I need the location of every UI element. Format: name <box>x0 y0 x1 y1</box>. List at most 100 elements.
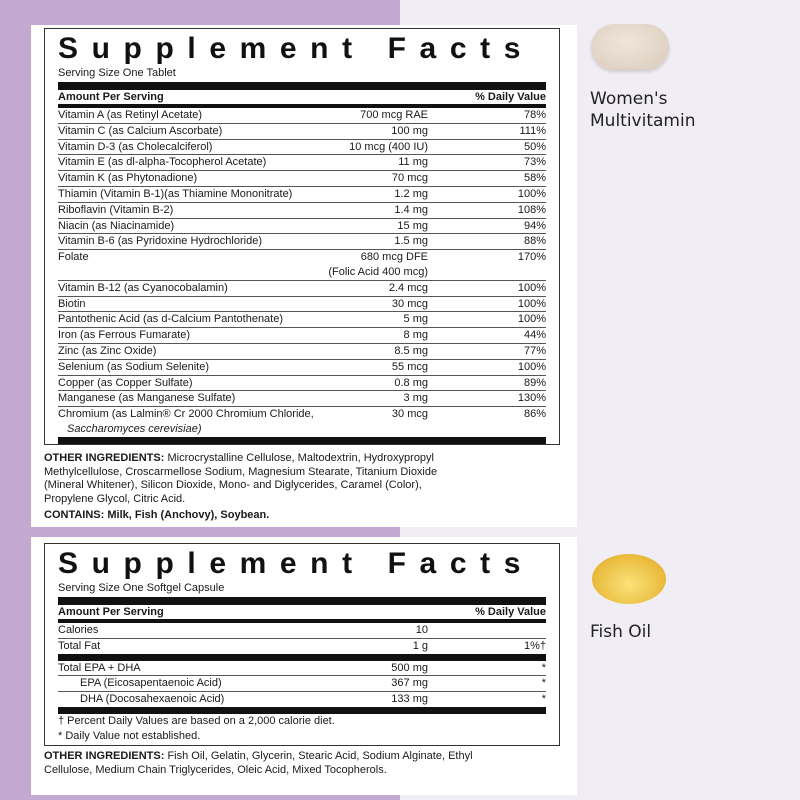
nutrient-table: Calories 10 Total Fat 1 g 1%† Total EPA + DHA… <box>58 623 546 714</box>
daily-value: 88% <box>523 235 546 248</box>
daily-value: 1%† <box>523 639 546 652</box>
table-row: Niacin (as Niacinamide) 15 mg 94% <box>58 219 546 235</box>
facts-title: Supplement Facts <box>58 547 534 580</box>
supplement-facts-box: Supplement Facts Serving Size One Tablet… <box>44 28 560 445</box>
other-ingredients-text: Fish Oil, Gelatin, Glycerin, Stearic Aci… <box>44 750 473 776</box>
amount-cell: 30 mcg <box>318 297 428 312</box>
daily-value: * <box>541 661 546 674</box>
daily-value: 130% <box>517 392 546 405</box>
amount-value: 100 mg <box>391 124 428 137</box>
daily-value: 73% <box>523 156 546 169</box>
daily-value: 100% <box>517 360 546 373</box>
table-row: Manganese (as Manganese Sulfate) 3 mg 130% <box>58 391 546 408</box>
amount-cell: 1.4 mg <box>318 203 428 218</box>
amount-cell: 700 mcg RAE <box>318 108 428 123</box>
nutrient-name: Riboflavin (Vitamin B-2) <box>58 203 174 216</box>
other-ingredients-label: OTHER INGREDIENTS: <box>44 452 165 464</box>
table-row: Total Fat 1 g 1%† <box>58 639 546 661</box>
nutrient-name: Vitamin B-12 (as Cyanocobalamin) <box>58 281 228 294</box>
amount-value: 367 mg <box>391 677 428 690</box>
amount-cell: 500 mg <box>318 661 428 676</box>
amount-value: 8 mg <box>403 329 428 342</box>
other-ingredients-label: OTHER INGREDIENTS: <box>44 750 165 762</box>
daily-value: 50% <box>523 140 546 153</box>
table-row: Vitamin B-6 (as Pyridoxine Hydrochloride… <box>58 234 546 251</box>
nutrient-name: Vitamin C (as Calcium Ascorbate) <box>58 124 223 137</box>
table-row: Thiamin (Vitamin B-1)(as Thiamine Mononi… <box>58 187 546 203</box>
supplement-facts-box: Supplement Facts Serving Size One Softge… <box>44 543 560 746</box>
amount-value: 10 <box>415 624 428 636</box>
daily-value: 100% <box>517 281 546 294</box>
table-row: Riboflavin (Vitamin B-2) 1.4 mg 108% <box>58 203 546 219</box>
nutrient-name: Chromium (as Lalmin® Cr 2000 Chromium Ch… <box>58 408 314 421</box>
amount-value: 8.5 mg <box>394 344 428 357</box>
table-row: Vitamin A (as Retinyl Acetate) 700 mcg RA… <box>58 108 546 124</box>
amount-cell: 8 mg <box>318 328 428 343</box>
name-cell: Vitamin D-3 (as Cholecalciferol) <box>58 140 318 155</box>
nutrient-name: Selenium (as Sodium Selenite) <box>58 360 210 373</box>
name-cell: Zinc (as Zinc Oxide) <box>58 344 318 359</box>
amount-cell: 1 g <box>318 639 428 654</box>
multivitamin-tablet-image <box>591 24 669 70</box>
nutrient-name: Vitamin B-6 (as Pyridoxine Hydrochloride… <box>58 235 262 248</box>
daily-value: 77% <box>523 344 546 357</box>
footnote-dv: † Percent Daily Values are based on a 2,… <box>58 714 335 727</box>
amount-value: 500 mg <box>391 661 428 674</box>
amount-header: Amount Per Serving <box>58 91 164 103</box>
serving-size: Serving Size One Softgel Capsule <box>58 582 225 594</box>
table-row: Vitamin E (as dl-alpha-Tocopherol Acetat… <box>58 155 546 172</box>
contains-statement: CONTAINS: Milk, Fish (Anchovy), Soybean. <box>44 509 270 521</box>
amount-cell: 55 mcg <box>318 360 428 375</box>
name-cell: Total Fat <box>58 639 318 654</box>
other-ingredients-text: Microcrystalline Cellulose, Maltodextrin… <box>44 452 438 505</box>
facts-title: Supplement Facts <box>58 32 534 65</box>
amount-cell: 8.5 mg <box>318 344 428 359</box>
divider <box>58 597 546 605</box>
nutrient-name: Thiamin (Vitamin B-1)(as Thiamine Mononi… <box>58 187 293 200</box>
amount-value: 15 mg <box>397 219 428 232</box>
amount-cell: 680 mcg DFE (Folic Acid 400 mcg) <box>318 250 428 280</box>
daily-value: * <box>541 693 546 706</box>
product-label-multivitamin: Women's Multivitamin <box>590 88 695 132</box>
daily-value: 108% <box>517 203 546 216</box>
table-row: DHA (Docosahexaenoic Acid) 133 mg * <box>58 692 546 714</box>
nutrient-name: Vitamin E (as dl-alpha-Tocopherol Acetat… <box>58 156 267 169</box>
nutrient-name: Zinc (as Zinc Oxide) <box>58 344 157 357</box>
table-header: Amount Per Serving % Daily Value <box>58 90 546 108</box>
table-row: Chromium (as Lalmin® Cr 2000 Chromium Ch… <box>58 407 546 444</box>
nutrient-name: EPA (Eicosapentaenoic Acid) <box>80 677 222 690</box>
amount-cell: 30 mcg <box>318 407 428 437</box>
amount-value: 5 mg <box>403 313 428 326</box>
name-cell: Vitamin B-12 (as Cyanocobalamin) <box>58 281 318 296</box>
nutrient-name: Pantothenic Acid (as d-Calcium Pantothen… <box>58 313 284 326</box>
amount-value: 1.4 mg <box>394 203 428 216</box>
nutrient-name: DHA (Docosahexaenoic Acid) <box>80 693 225 706</box>
nutrient-name-continued: Saccharomyces cerevisiae) <box>67 422 202 435</box>
daily-value: 44% <box>523 329 546 342</box>
amount-value: 0.8 mg <box>394 376 428 389</box>
other-ingredients: OTHER INGREDIENTS: Fish Oil, Gelatin, Gl… <box>44 750 474 777</box>
nutrient-name: Total EPA + DHA <box>58 661 141 674</box>
nutrient-table: Vitamin A (as Retinyl Acetate) 700 mcg RA… <box>58 108 546 444</box>
amount-cell: 3 mg <box>318 391 428 406</box>
table-row: EPA (Eicosapentaenoic Acid) 367 mg * <box>58 676 546 693</box>
amount-cell: 15 mg <box>318 219 428 234</box>
nutrient-name: Vitamin A (as Retinyl Acetate) <box>58 109 203 121</box>
amount-value: 11 mg <box>398 156 428 169</box>
amount-cell: 70 mcg <box>318 171 428 186</box>
daily-value: 94% <box>523 219 546 232</box>
nutrient-name: Niacin (as Niacinamide) <box>58 219 175 232</box>
amount-value-continued: (Folic Acid 400 mcg) <box>328 265 428 278</box>
name-cell: Total EPA + DHA <box>58 661 318 676</box>
amount-value: 30 mcg <box>391 408 428 421</box>
daily-value: 170% <box>517 251 546 264</box>
table-row: Vitamin D-3 (as Cholecalciferol) 10 mcg (… <box>58 140 546 156</box>
nutrient-name: Copper (as Copper Sulfate) <box>58 376 193 389</box>
amount-value: 55 mcg <box>391 360 428 373</box>
name-cell: Chromium (as Lalmin® Cr 2000 Chromium Ch… <box>58 407 318 437</box>
name-cell: Vitamin B-6 (as Pyridoxine Hydrochloride… <box>58 234 318 249</box>
name-cell: Calories <box>58 623 318 638</box>
amount-cell: 0.8 mg <box>318 376 428 391</box>
name-cell: Vitamin A (as Retinyl Acetate) <box>58 108 318 123</box>
daily-value: 86% <box>523 408 546 421</box>
